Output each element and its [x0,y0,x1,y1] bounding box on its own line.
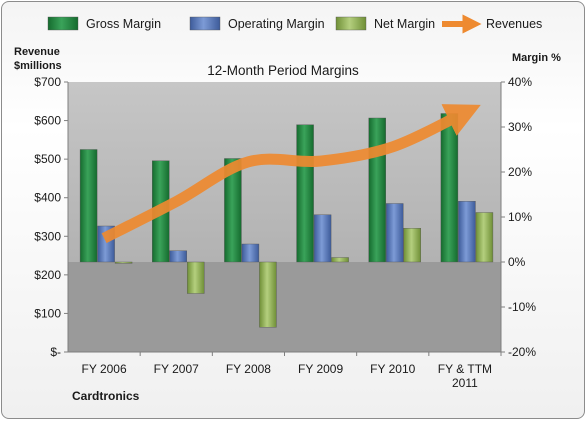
legend-label-operating-margin: Operating Margin [228,17,325,31]
x-tick-label: FY 2009 [298,362,343,376]
legend-label-gross-margin: Gross Margin [86,17,161,31]
right-axis-title: Margin % [512,52,561,64]
right-tick-label: 0% [508,255,526,269]
legend-swatch-gross-margin [47,16,79,31]
bar-operating-margin-fy-2007 [169,250,187,263]
legend-swatch-net-margin [335,16,367,31]
right-tick-label: -10% [508,300,536,314]
x-tick-label: FY & TTM 2011 [438,362,492,390]
bar-net-margin-fy-2009 [331,257,349,263]
bar-net-margin-fy-2010 [403,228,421,263]
chart-title: 12-Month Period Margins [207,63,359,78]
left-tick-label: $500 [34,152,61,166]
legend-label-revenues: Revenues [486,17,542,31]
x-tick-label: FY 2010 [370,362,415,376]
bar-net-margin-fy-and-ttm-2011 [475,212,494,263]
company-name: Cardtronics [72,389,140,403]
left-tick-label: $600 [34,114,61,128]
right-tick-label: 10% [508,210,532,224]
bar-operating-margin-fy-2009 [313,214,332,263]
left-tick-label: $200 [34,268,61,282]
legend-item-revenues: Revenues [442,14,542,34]
left-tick-label: $100 [34,306,61,320]
bar-gross-margin-fy-2008 [224,158,242,263]
legend-item-gross-margin: Gross Margin [47,16,161,31]
right-tick-label: 20% [508,165,532,179]
right-tick-label: 30% [508,120,532,134]
x-tick-label: FY 2007 [154,362,199,376]
left-tick-label: $400 [34,191,61,205]
bar-gross-margin-fy-2010 [368,117,386,263]
x-tick-label: FY 2008 [226,362,271,376]
left-tick-label: $700 [34,75,61,89]
bar-gross-margin-fy-and-ttm-2011 [440,113,459,263]
bar-operating-margin-fy-2008 [241,243,260,263]
bar-net-margin-fy-2008 [259,261,277,328]
bar-gross-margin-fy-2009 [296,124,314,263]
x-tick-label: FY 2006 [82,362,127,376]
bar-net-margin-fy-2007 [187,261,205,294]
left-tick-label: $300 [34,229,61,243]
left-axis-title-line1: Revenue [14,46,60,58]
legend-swatch-operating-margin [189,16,221,31]
plot-area-upper [68,82,501,262]
left-axis-title-line2: $millions [14,60,62,72]
legend-item-operating-margin: Operating Margin [189,16,325,31]
right-tick-label: -20% [508,345,536,359]
bar-net-margin-fy-2006 [114,261,133,264]
bar-operating-margin-fy-2010 [386,203,404,263]
bar-gross-margin-fy-2006 [79,149,98,263]
series-line-revenues [101,104,481,244]
left-tick-label: $- [50,345,61,359]
right-tick-label: 40% [508,75,532,89]
legend-item-net-margin: Net Margin [335,16,435,31]
bar-operating-margin-fy-and-ttm-2011 [458,201,476,263]
legend-label-net-margin: Net Margin [374,17,435,31]
plot-area-lower [68,262,501,352]
